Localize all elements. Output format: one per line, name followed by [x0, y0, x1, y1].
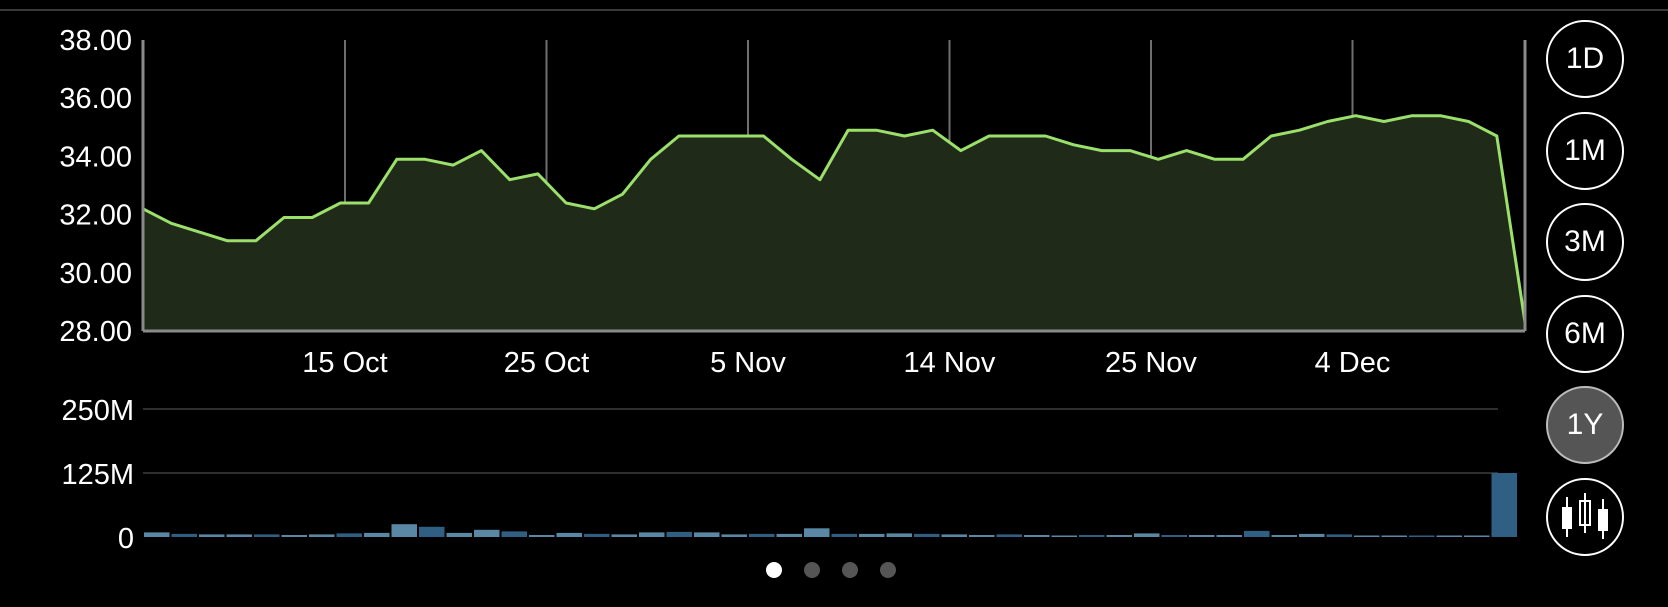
range-button-1d[interactable]: 1D — [1546, 20, 1624, 98]
page-dot[interactable] — [804, 562, 820, 578]
volume-bar — [364, 532, 390, 537]
volume-bar — [501, 531, 527, 537]
volume-y-tick-label: 0 — [118, 523, 134, 555]
volume-bar — [859, 533, 885, 537]
volume-bar — [804, 528, 830, 537]
volume-bar — [446, 532, 472, 537]
volume-bar — [611, 534, 637, 537]
volume-bar — [1409, 535, 1435, 537]
volume-bar — [584, 533, 610, 537]
price-y-tick-label: 30.00 — [59, 258, 132, 290]
volume-bar — [969, 535, 995, 537]
price-y-tick-label: 36.00 — [59, 83, 132, 115]
volume-bar — [914, 533, 940, 537]
volume-bar — [309, 534, 335, 537]
volume-bar — [749, 533, 775, 537]
volume-bar — [1189, 535, 1215, 537]
price-y-tick-labels: 38.00 36.00 34.00 32.00 30.00 28.00 — [59, 25, 132, 348]
volume-bar — [529, 535, 555, 537]
volume-bar — [199, 534, 225, 537]
volume-y-tick-label: 250M — [61, 395, 134, 427]
volume-y-tick-labels: 250M 125M 0 — [61, 395, 134, 555]
volume-bar — [1354, 535, 1380, 537]
price-x-tick-labels: 15 Oct 25 Oct 5 Nov 14 Nov 25 Nov 4 Dec — [302, 347, 1390, 379]
volume-bar — [1079, 535, 1105, 537]
volume-bar — [336, 533, 362, 537]
volume-bar — [694, 532, 720, 537]
volume-bar — [1271, 535, 1297, 537]
volume-gridlines — [143, 408, 1498, 474]
volume-bar — [1051, 535, 1077, 537]
volume-bar — [226, 534, 252, 537]
price-area-fill — [143, 115, 1525, 331]
volume-bar — [1216, 535, 1242, 537]
volume-bar — [171, 533, 197, 537]
volume-bar — [254, 534, 280, 537]
top-divider — [0, 9, 1668, 11]
volume-bar — [996, 534, 1022, 537]
volume-bar — [721, 534, 747, 537]
volume-bar — [556, 532, 582, 537]
volume-bar — [666, 531, 692, 537]
volume-bar — [886, 533, 912, 537]
price-y-tick-label: 34.00 — [59, 141, 132, 173]
volume-bar — [1161, 535, 1187, 537]
volume-bar — [1381, 535, 1407, 537]
volume-bar — [1299, 533, 1325, 537]
volume-y-tick-label: 125M — [61, 459, 134, 491]
page-dot[interactable] — [880, 562, 896, 578]
volume-bar — [391, 524, 417, 537]
page-indicator — [766, 562, 896, 578]
price-line — [142, 114, 1527, 323]
volume-bar — [1106, 535, 1132, 537]
volume-bars — [144, 473, 1517, 537]
volume-bar — [1436, 535, 1462, 537]
volume-bar — [776, 533, 802, 537]
volume-bar — [144, 532, 170, 537]
page-dot[interactable] — [766, 562, 782, 578]
chart-type-toggle-button[interactable] — [1546, 478, 1624, 556]
volume-bar — [941, 534, 967, 537]
volume-bar — [1134, 533, 1160, 537]
price-y-tick-label: 32.00 — [59, 200, 132, 232]
price-x-tick-label: 15 Oct — [302, 347, 387, 379]
candlestick-icon — [1562, 493, 1608, 539]
volume-bar — [1244, 530, 1270, 537]
volume-bar — [281, 535, 307, 537]
price-x-tick-label: 4 Dec — [1315, 347, 1391, 379]
range-button-6m[interactable]: 6M — [1546, 295, 1624, 373]
page-dot[interactable] — [842, 562, 858, 578]
price-x-tick-label: 14 Nov — [904, 347, 996, 379]
price-y-tick-label: 38.00 — [59, 25, 132, 57]
range-button-1y[interactable]: 1Y — [1546, 386, 1624, 464]
volume-bar — [419, 526, 445, 537]
range-button-3m[interactable]: 3M — [1546, 203, 1624, 281]
price-x-tick-label: 25 Oct — [504, 347, 589, 379]
volume-bar — [1464, 535, 1490, 537]
volume-bar — [831, 533, 857, 537]
price-y-tick-label: 28.00 — [59, 316, 132, 348]
price-x-tick-label: 25 Nov — [1105, 347, 1197, 379]
volume-bar — [1491, 473, 1517, 537]
volume-bar — [474, 529, 500, 537]
volume-bar — [1326, 534, 1352, 537]
price-x-tick-label: 5 Nov — [710, 347, 786, 379]
volume-bar — [639, 532, 665, 537]
volume-bar — [1024, 535, 1050, 537]
range-button-1m[interactable]: 1M — [1546, 112, 1624, 190]
